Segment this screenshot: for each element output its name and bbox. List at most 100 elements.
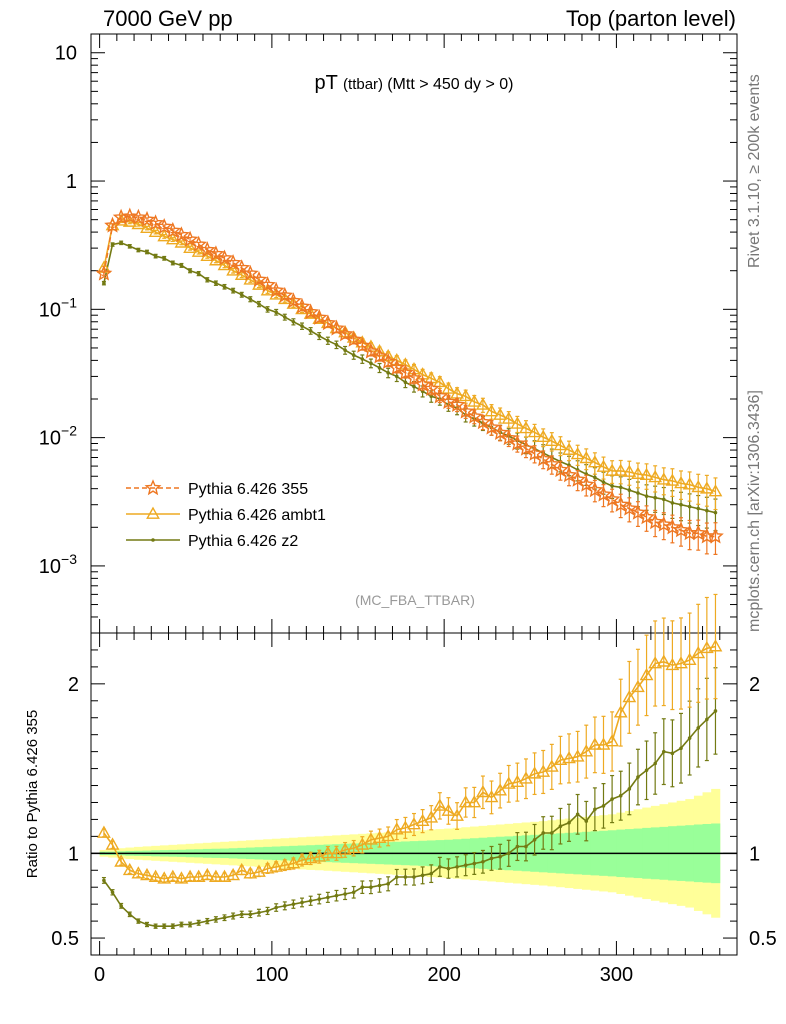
marker-triangle [131,216,146,230]
marker-triangle [277,857,292,871]
legend-label: Pythia 6.426 355 [188,481,308,498]
marker-dot [196,921,201,925]
marker-triangle [217,257,232,271]
marker-triangle [458,795,473,808]
ratio-series-1 [101,667,718,929]
marker-dot [257,910,261,915]
y-tick-label: 10−2 [39,423,77,450]
marker-star [638,508,655,525]
marker-dot [360,885,365,890]
marker-star [155,217,173,234]
marker-dot [360,357,365,361]
marker-triangle [105,837,120,850]
marker-triangle [432,798,447,811]
marker-triangle [165,232,180,245]
ratio-y-tick-label-right: 2 [749,674,760,696]
marker-dot [179,263,184,268]
marker-dot [283,315,287,319]
marker-triangle [260,861,275,874]
marker-triangle [286,856,301,869]
marker-dot [102,878,106,883]
marker-triangle [312,849,327,862]
marker-triangle [174,871,189,884]
marker-triangle [501,411,516,424]
y-tick-exponent: −3 [61,551,77,567]
marker-triangle [682,652,697,666]
plot-title-sub: (ttbar) [343,76,387,93]
marker-dot [127,912,132,917]
marker-triangle [243,866,258,879]
marker-dot [317,897,322,901]
marker-star [663,518,681,535]
header-left: 7000 GeV pp [103,6,233,31]
ratio-y-label: Ratio to Pythia 6.426 355 [24,710,41,878]
marker-star [138,210,156,227]
marker-dot [162,256,167,261]
x-tick-label: 200 [427,964,460,986]
marker-triangle [622,689,637,703]
marker-star [517,439,535,456]
marker-star [129,208,147,225]
marker-star [345,330,363,347]
marker-triangle [493,783,508,796]
marker-star [362,342,380,359]
marker-triangle [553,437,568,451]
marker-dot [412,875,416,879]
marker-star [207,245,225,262]
marker-star [233,259,251,276]
marker-triangle [467,795,482,808]
ratio-panel-frame [90,632,738,956]
marker-dot [351,353,356,357]
marker-dot [222,284,227,289]
marker-triangle [338,842,352,855]
legend-label: Pythia 6.426 z2 [188,533,298,550]
marker-dot [481,859,485,864]
marker-dot [472,861,477,866]
y-tick-exponent: −2 [61,423,77,439]
marker-triangle [157,229,172,242]
marker-triangle [458,388,473,402]
marker-star [543,455,561,472]
marker-dot [369,885,373,890]
marker-dot [119,241,123,245]
marker-star [293,297,311,314]
marker-dot [317,334,322,338]
marker-dot [127,244,132,249]
marker-dot [498,854,502,859]
marker-dot [283,904,287,908]
marker-dot [420,873,425,878]
marker-dot [171,261,175,265]
marker-dot [343,348,347,353]
plot-title-main: pT [314,72,343,94]
marker-triangle [415,813,430,827]
marker-triangle [674,475,688,489]
marker-star [707,527,724,544]
marker-star [95,264,113,281]
legend-label: Pythia 6.426 ambt1 [188,507,326,524]
marker-triangle [450,808,464,821]
marker-dot [661,497,666,502]
marker-triangle [579,450,594,464]
marker-triangle [691,479,706,493]
ratio-y-tick-label-right: 0.5 [749,928,777,950]
marker-dot [162,924,167,928]
marker-triangle [148,869,163,882]
marker-dot [438,865,442,869]
marker-triangle [605,734,619,747]
marker-star [440,393,457,409]
marker-triangle [562,750,576,764]
marker-triangle [639,667,654,681]
marker-star [224,254,242,271]
marker-triangle [476,397,490,410]
marker-triangle [200,867,215,881]
marker-triangle [467,394,482,407]
y-tick-exponent: −1 [61,294,77,310]
plot-title-cond: (Mtt > 450 dy > 0) [387,76,513,93]
marker-dot [705,717,709,722]
marker-dot [300,324,304,328]
marker-dot [661,749,666,754]
marker-dot [153,924,158,928]
marker-dot [308,329,313,333]
marker-star [595,485,612,502]
marker-triangle [536,429,551,442]
